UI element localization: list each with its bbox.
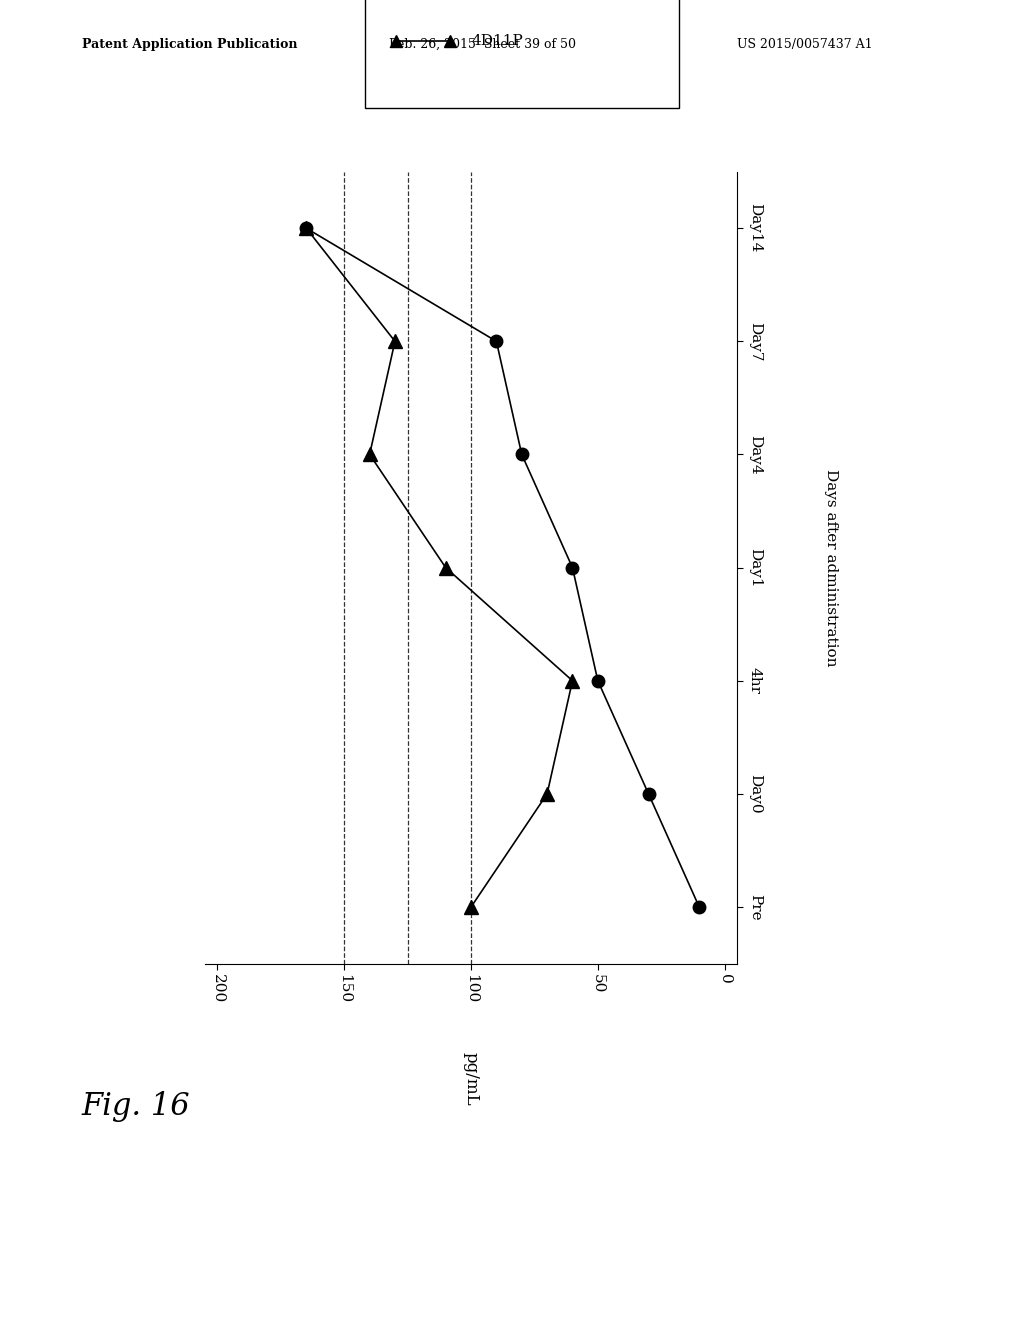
Text: Patent Application Publication: Patent Application Publication [82, 37, 297, 50]
Text: US 2015/0057437 A1: US 2015/0057437 A1 [737, 37, 872, 50]
FancyBboxPatch shape [365, 0, 679, 108]
Text: Fig. 16: Fig. 16 [82, 1092, 190, 1122]
X-axis label: pg/mL: pg/mL [463, 1052, 479, 1106]
Y-axis label: Days after administration: Days after administration [824, 469, 838, 667]
Text: 4D11P: 4D11P [471, 34, 523, 48]
Text: Feb. 26, 2015  Sheet 39 of 50: Feb. 26, 2015 Sheet 39 of 50 [389, 37, 577, 50]
